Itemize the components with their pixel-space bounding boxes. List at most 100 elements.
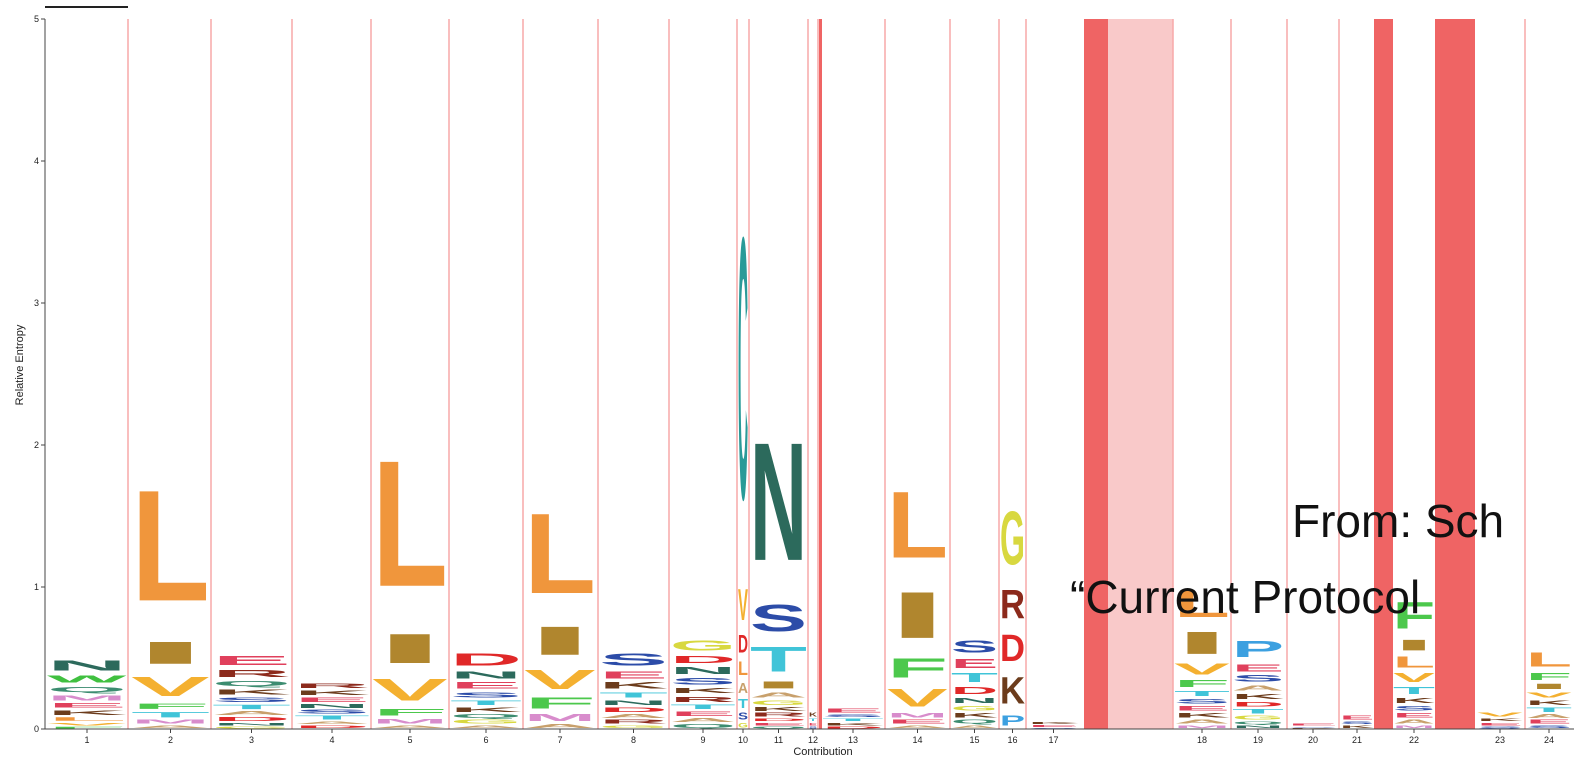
logo-letter-T: T [294, 715, 370, 721]
logo-letter-V: V [1393, 671, 1435, 685]
x-tick-label: 21 [1352, 735, 1362, 745]
x-tick-label: 16 [1007, 735, 1017, 745]
logo-letter-F: F [1526, 671, 1572, 682]
logo-letter-G: G [212, 726, 291, 729]
logo-letter-F: F [887, 652, 948, 683]
logo-letter-Q: Q [1232, 721, 1284, 725]
gap-band-2 [1108, 19, 1173, 729]
logo-letter-K: K [47, 709, 127, 716]
x-tick-label: 6 [483, 735, 488, 745]
logo-letter-N: N [951, 696, 998, 705]
logo-letter-N: N [670, 665, 736, 676]
x-tick-label: 20 [1308, 735, 1318, 745]
logo-letter-S: S [1232, 674, 1284, 684]
logo-letter-E: E [670, 711, 736, 718]
logo-letter-V: V [524, 664, 596, 695]
logo-letter-M: M [1174, 725, 1230, 729]
logo-letter-E: E [887, 719, 948, 725]
x-tick-label: 10 [738, 735, 748, 745]
y-tick-label: 4 [34, 156, 39, 166]
logo-letter-S: S [1174, 698, 1230, 705]
logo-letter-F: F [524, 695, 596, 712]
logo-letter-S: S [1393, 705, 1435, 712]
logo-letter-E: E [1526, 719, 1572, 725]
logo-letter-R: R [599, 719, 668, 725]
logo-letter-G: G [599, 725, 668, 729]
gap-band-5 [819, 19, 822, 729]
logo-letter-S: S [750, 597, 807, 640]
logo-letter-Q: Q [47, 685, 127, 693]
logo-letter-L: L [524, 490, 596, 618]
logo-letter-G: G [1232, 715, 1284, 721]
logo-letter-T: T [1232, 708, 1284, 715]
logo-letter-V: V [1477, 712, 1524, 718]
logo-letter-A: A [372, 725, 448, 729]
logo-letter-S: S [670, 676, 736, 686]
logo-letter-A: A [212, 711, 291, 717]
logo-letter-L: L [372, 423, 448, 624]
logo-letter-I: I [1393, 637, 1435, 654]
logo-letter-N: N [599, 699, 668, 706]
logo-letter-N: N [450, 669, 522, 680]
logo-letter-M: M [1393, 725, 1435, 729]
logo-letter-A: A [1174, 719, 1230, 725]
logo-letter-E: E [47, 702, 127, 709]
logo-letter-F: F [131, 702, 210, 710]
logo-letter-T: T [951, 671, 998, 685]
logo-letter-E: E [822, 708, 884, 714]
logo-letter-K: K [1000, 669, 1025, 712]
logo-letter-R: R [1000, 581, 1025, 626]
logo-letter-E: E [1232, 662, 1284, 673]
logo-letter-Q: Q [450, 713, 522, 719]
logo-letter-M: M [47, 694, 127, 702]
logo-letter-E: E [294, 696, 370, 703]
logo-letter-F: F [372, 708, 448, 718]
logo-letter-D: D [750, 718, 807, 722]
logo-letter-N: N [212, 722, 291, 726]
logo-letter-T: T [212, 703, 291, 710]
logo-letter-A: A [1526, 713, 1572, 719]
logo-letter-Q: Q [750, 726, 807, 729]
citation-overlay-line-1: From: Sch [1292, 495, 1505, 547]
x-tick-label: 1 [84, 735, 89, 745]
x-tick-label: 17 [1048, 735, 1058, 745]
logo-letter-A: A [1393, 719, 1435, 725]
logo-letter-Q: Q [212, 679, 291, 687]
logo-letter-P: P [1000, 712, 1025, 729]
logo-letter-V: V [1526, 691, 1572, 699]
logo-letter-K: K [951, 712, 998, 719]
logo-letter-G: G [738, 723, 748, 730]
logo-letter-D: D [822, 726, 884, 729]
x-tick-label: 5 [407, 735, 412, 745]
gap-band-4 [1435, 19, 1475, 729]
logo-letter-R: R [212, 668, 291, 679]
logo-letter-I: I [1526, 682, 1572, 691]
logo-letter-K: K [809, 712, 818, 718]
logo-letter-E: E [809, 722, 817, 726]
logo-letter-C: C [738, 160, 748, 578]
logo-letter-A: A [1232, 684, 1284, 692]
gap-band-3 [1374, 19, 1393, 729]
logo-letter-T: T [1526, 706, 1573, 713]
logo-letter-F: F [1174, 678, 1230, 689]
logo-letter-S: S [738, 710, 749, 722]
logo-letter-F: F [47, 726, 127, 729]
x-tick-label: 2 [168, 735, 173, 745]
logo-letter-S: S [450, 691, 522, 699]
logo-letter-L: L [1526, 648, 1572, 671]
logo-letter-E: E [1028, 725, 1079, 728]
x-tick-label: 12 [808, 735, 818, 745]
logo-letter-G: G [951, 705, 998, 712]
logo-letter-K: K [670, 686, 736, 695]
logo-letter-S: S [294, 709, 370, 715]
x-tick-label: 22 [1409, 735, 1419, 745]
x-tick-label: 19 [1253, 735, 1263, 745]
logo-letter-T: T [670, 704, 736, 711]
x-tick-label: 7 [557, 735, 562, 745]
logo-letter-V: V [372, 672, 448, 707]
logo-letter-G: G [750, 699, 807, 706]
x-tick-label: 23 [1495, 735, 1505, 745]
citation-overlay-line-2: “Current Protocol [1070, 571, 1421, 623]
logo-letter-A: A [951, 725, 998, 729]
x-tick-label: 8 [631, 735, 636, 745]
